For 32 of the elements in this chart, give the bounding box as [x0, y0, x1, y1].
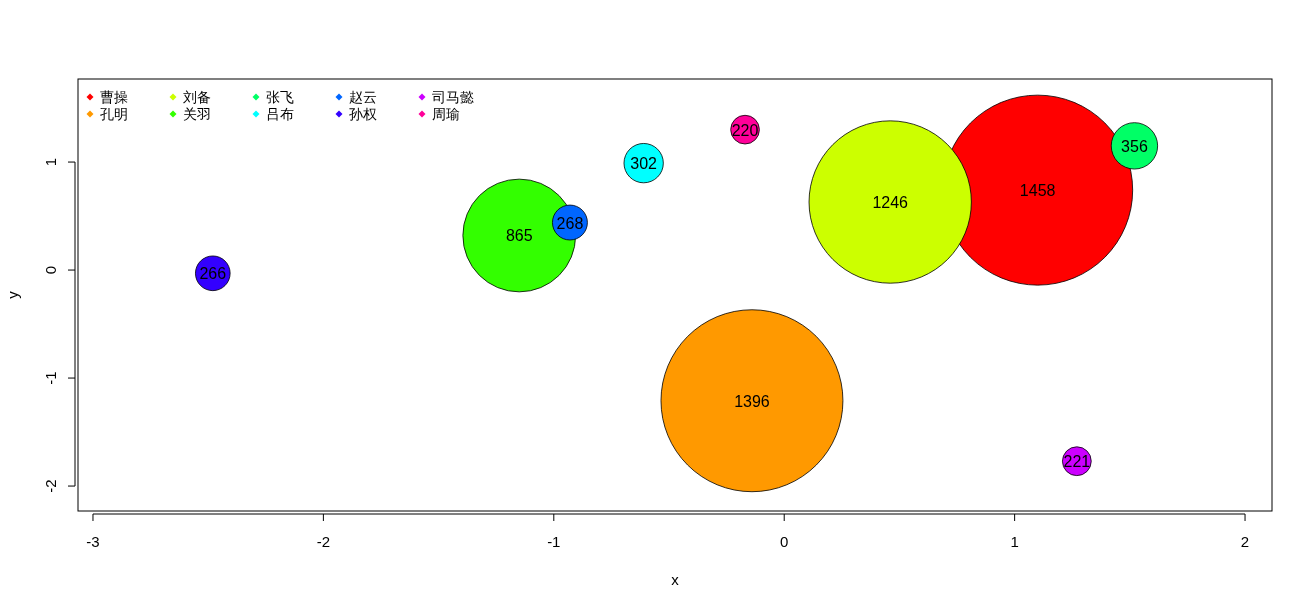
legend-label: 赵云 [349, 89, 377, 105]
legend-label: 周瑜 [432, 106, 460, 122]
annotation: 221 [1063, 453, 1091, 471]
y-tick-label: 1 [42, 157, 59, 167]
x-tick-label: 2 [1240, 533, 1250, 550]
y-tick-label: -1 [42, 371, 59, 385]
annotation: 1246 [872, 194, 909, 212]
x-tick-label: -3 [86, 533, 100, 550]
x-tick-label: 0 [780, 533, 789, 550]
y-axis-title: y [4, 290, 21, 299]
legend-label: 关羽 [183, 106, 211, 122]
x-tick-label: -1 [547, 533, 561, 550]
annotation: 268 [556, 214, 584, 232]
annotation: 1396 [734, 392, 770, 410]
annotation: 302 [630, 155, 658, 173]
legend-label: 孔明 [100, 106, 128, 122]
legend-label: 张飞 [266, 89, 294, 105]
x-axis-title: x [671, 571, 680, 588]
y-tick-label: 0 [42, 265, 59, 275]
annotation: 1458 [1019, 182, 1056, 200]
annotation: 220 [731, 121, 759, 139]
x-tick-label: -2 [316, 533, 331, 550]
annotation: 865 [505, 227, 533, 245]
legend-label: 司马懿 [432, 89, 474, 105]
x-tick-label: 1 [1010, 533, 1019, 550]
y-tick-label: -2 [42, 479, 59, 493]
annotation: 356 [1121, 137, 1148, 155]
legend-label: 吕布 [266, 106, 294, 122]
legend-label: 孙权 [349, 106, 377, 122]
legend-label: 刘备 [183, 89, 211, 105]
annotation: 266 [199, 265, 227, 283]
legend-label: 曹操 [100, 89, 128, 105]
